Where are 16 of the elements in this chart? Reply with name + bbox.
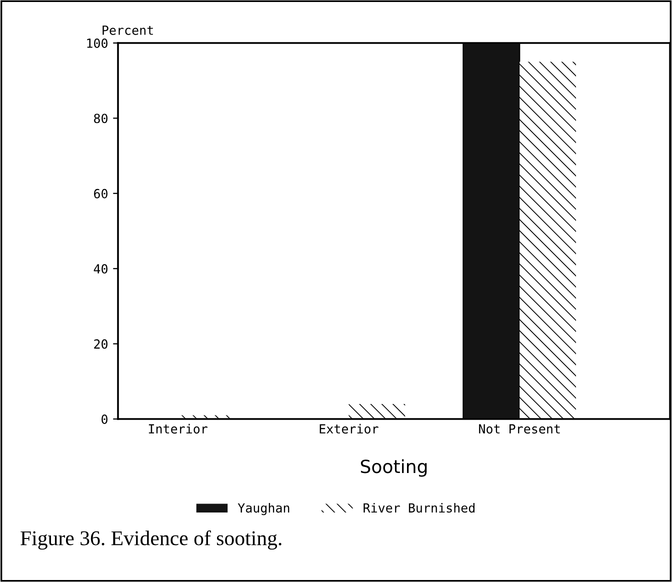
y-tick-label: 40	[94, 264, 108, 274]
x-tick-label: Interior	[148, 424, 208, 434]
y-tick-label: 20	[94, 339, 108, 349]
y-tick-label: 0	[102, 414, 108, 424]
legend-label: Yaughan	[238, 502, 290, 516]
y-tick-label: 60	[94, 188, 108, 198]
bar	[520, 62, 576, 419]
y-tick-label: 80	[94, 114, 108, 124]
x-axis-title: Sooting	[360, 459, 427, 477]
x-tick-label: Not Present	[479, 424, 560, 434]
y-axis-title: Percent	[102, 26, 153, 35]
y-tick-label: 100	[87, 38, 108, 48]
caption: Figure 36. Evidence of sooting.	[20, 530, 282, 550]
bar	[348, 404, 406, 419]
legend-label: River Burnished	[364, 502, 474, 513]
x-tick-label: Exterior	[320, 424, 378, 434]
